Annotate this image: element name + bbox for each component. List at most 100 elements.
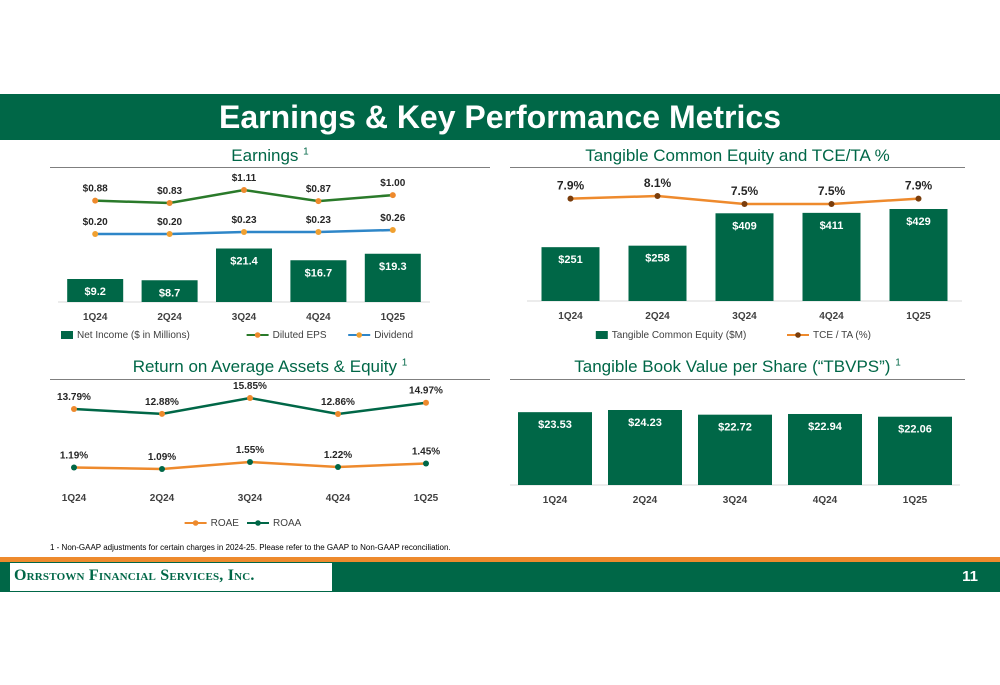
title-bar: Earnings & Key Performance Metrics <box>0 94 1000 140</box>
returns-panel-title: Return on Average Assets & Equity 1 <box>50 357 490 377</box>
tce-legend-swatch <box>595 331 608 339</box>
page-number: 11 <box>962 568 978 585</box>
tbvps-bar-label: $22.72 <box>718 422 752 434</box>
earnings-legend-marker <box>356 332 363 338</box>
tbvps-bar-label: $23.53 <box>538 419 572 431</box>
tce-bar-label: $258 <box>645 253 669 265</box>
earnings-bar <box>67 279 124 302</box>
earnings-tick-label: 1Q24 <box>83 312 108 323</box>
tce-bar <box>628 245 687 301</box>
returns-point-label: 1.45% <box>412 447 440 458</box>
tce-point-label: 7.5% <box>731 184 759 198</box>
earnings-point <box>166 200 173 206</box>
returns-point <box>423 399 429 406</box>
returns-point-label: 1.19% <box>60 450 88 461</box>
tce-tick-label: 2Q24 <box>645 311 670 322</box>
tbvps-bar <box>878 416 952 485</box>
earnings-title-rule <box>50 167 490 168</box>
earnings-tick-label: 3Q24 <box>232 312 257 323</box>
tce-bar-label: $411 <box>820 220 844 232</box>
tbvps-title-footnote-mark: 1 <box>895 357 901 369</box>
returns-tick-label: 2Q24 <box>150 493 175 504</box>
returns-legend-marker <box>255 520 261 526</box>
earnings-bar-label: $8.7 <box>159 287 180 299</box>
tbvps-tick-label: 1Q25 <box>903 495 928 506</box>
company-logo-text: Orrstown Financial Services, Inc. <box>14 567 255 584</box>
earnings-legend-label: Diluted EPS <box>273 330 327 341</box>
tbvps-bar-label: $22.94 <box>808 421 843 433</box>
tce-tick-label: 4Q24 <box>819 311 844 322</box>
earnings-title-text: Earnings <box>231 146 299 165</box>
tbvps-bar-label: $22.06 <box>898 424 932 436</box>
tbvps-panel-title: Tangible Book Value per Share (“TBVPS”) … <box>510 357 965 377</box>
returns-point <box>71 406 77 413</box>
tce-point <box>741 201 748 207</box>
earnings-point <box>241 187 247 193</box>
returns-point-label: 1.22% <box>324 450 352 461</box>
earnings-point-label: $0.88 <box>83 184 108 195</box>
earnings-point-label: $0.26 <box>380 213 405 224</box>
earnings-point-label: $0.23 <box>231 215 256 226</box>
tce-title-text: Tangible Common Equity and TCE/TA % <box>585 146 890 165</box>
footer-accent-line <box>0 557 1000 562</box>
tce-bar-label: $251 <box>558 254 582 266</box>
earnings-bar <box>290 260 347 302</box>
tce-point-label: 7.5% <box>818 184 846 198</box>
returns-point-label: 12.88% <box>145 397 179 408</box>
returns-tick-label: 3Q24 <box>238 493 263 504</box>
earnings-bar-label: $19.3 <box>379 261 407 273</box>
returns-point <box>247 459 253 465</box>
tce-point <box>915 195 922 202</box>
earnings-point-label: $0.20 <box>83 217 108 228</box>
tce-legend-label: Tangible Common Equity ($M) <box>612 330 747 341</box>
page-title: Earnings & Key Performance Metrics <box>219 99 781 135</box>
earnings-point <box>315 229 322 235</box>
tce-title-rule <box>510 167 965 168</box>
earnings-point <box>389 192 396 199</box>
tce-bar-label: $429 <box>906 216 930 228</box>
tce-point <box>828 201 835 207</box>
footnote: 1 - Non-GAAP adjustments for certain cha… <box>50 543 451 552</box>
earnings-point <box>389 227 396 233</box>
earnings-point-label: $1.00 <box>380 178 405 189</box>
tce-bar-label: $409 <box>732 220 756 232</box>
tbvps-bar <box>518 412 592 485</box>
earnings-point-label: $0.83 <box>157 186 182 197</box>
returns-point <box>423 460 429 467</box>
tce-bar <box>802 212 861 301</box>
earnings-title-footnote-mark: 1 <box>303 146 309 158</box>
tce-bar <box>889 209 948 301</box>
earnings-tick-label: 4Q24 <box>306 312 331 323</box>
returns-title-rule <box>50 379 490 380</box>
returns-tick-label: 4Q24 <box>326 493 351 504</box>
tbvps-title-rule <box>510 379 965 380</box>
returns-point-label: 12.86% <box>321 397 355 408</box>
earnings-tick-label: 1Q25 <box>381 312 406 323</box>
tce-legend-marker <box>795 332 801 338</box>
tce-point <box>567 195 574 202</box>
earnings-point <box>315 198 322 205</box>
earnings-point <box>92 197 99 204</box>
returns-point <box>247 395 253 401</box>
tbvps-bar <box>608 410 682 485</box>
earnings-bar <box>216 248 272 302</box>
earnings-point <box>241 229 247 235</box>
earnings-bar-label: $9.2 <box>84 286 105 298</box>
company-logo <box>10 563 332 591</box>
tce-point-label: 7.9% <box>557 179 585 193</box>
earnings-legend-label: Net Income ($ in Millions) <box>77 330 190 341</box>
returns-point-label: 1.55% <box>236 445 264 456</box>
tbvps-bar-label: $24.23 <box>628 417 662 429</box>
returns-title-text: Return on Average Assets & Equity <box>132 357 397 376</box>
returns-point-label: 14.97% <box>409 386 443 397</box>
returns-legend-marker <box>192 520 199 526</box>
tbvps-bar <box>698 414 772 485</box>
returns-point-label: 1.09% <box>148 452 176 463</box>
returns-tick-label: 1Q25 <box>414 493 439 504</box>
earnings-bar <box>364 253 421 302</box>
tbvps-tick-label: 1Q24 <box>543 495 568 506</box>
returns-point <box>159 466 165 472</box>
earnings-point-label: $0.23 <box>306 215 331 226</box>
tce-legend-label: TCE / TA (%) <box>813 330 871 341</box>
